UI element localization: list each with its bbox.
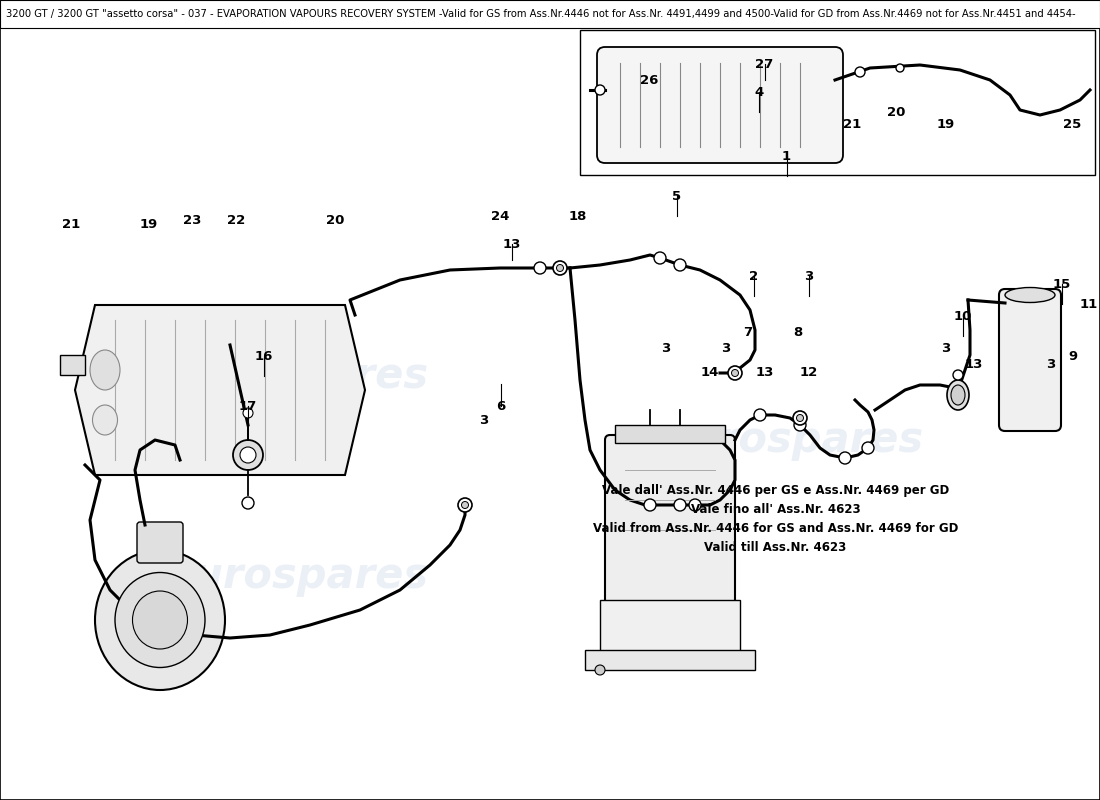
Ellipse shape [896,64,904,72]
Text: 13: 13 [756,366,773,378]
Text: 22: 22 [228,214,245,226]
Text: 3200 GT / 3200 GT "assetto corsa" - 037 - EVAPORATION VAPOURS RECOVERY SYSTEM -V: 3200 GT / 3200 GT "assetto corsa" - 037 … [6,9,1076,19]
Text: 21: 21 [844,118,861,130]
Text: 3: 3 [804,270,813,282]
PathPatch shape [75,305,365,475]
Ellipse shape [674,259,686,271]
Bar [60,355,85,375]
Text: 2: 2 [749,270,758,282]
Ellipse shape [732,370,738,377]
Text: 15: 15 [1053,278,1070,290]
Ellipse shape [754,409,766,421]
Text: 26: 26 [640,74,658,86]
Bar [600,600,740,655]
Ellipse shape [862,442,874,454]
Ellipse shape [462,502,469,509]
Ellipse shape [116,573,205,667]
FancyBboxPatch shape [138,522,183,563]
Text: 25: 25 [1064,118,1081,130]
Text: 3: 3 [661,342,670,354]
Ellipse shape [458,498,472,512]
Ellipse shape [674,499,686,511]
Ellipse shape [90,350,120,390]
Text: 19: 19 [937,118,955,130]
Text: 5: 5 [672,190,681,202]
Ellipse shape [92,405,118,435]
Ellipse shape [644,499,656,511]
Bar [615,425,725,443]
Ellipse shape [132,591,187,649]
Ellipse shape [654,252,666,264]
Text: 3: 3 [1046,358,1055,370]
Ellipse shape [243,408,253,418]
FancyBboxPatch shape [597,47,843,163]
Bar [580,30,1094,175]
Text: 20: 20 [888,106,905,118]
Text: 9: 9 [1068,350,1077,362]
Ellipse shape [689,499,701,511]
Text: 14: 14 [701,366,718,378]
FancyBboxPatch shape [999,289,1062,431]
Text: eurospares: eurospares [165,555,429,597]
Ellipse shape [855,67,865,77]
Text: 13: 13 [503,238,520,250]
Ellipse shape [1005,287,1055,302]
Ellipse shape [553,261,566,275]
Text: 18: 18 [569,210,586,222]
Text: 24: 24 [492,210,509,222]
Ellipse shape [728,366,743,380]
Ellipse shape [240,447,256,463]
Ellipse shape [233,440,263,470]
Text: 3: 3 [480,414,488,426]
Text: 6: 6 [496,400,505,413]
Text: 3: 3 [722,342,730,354]
Ellipse shape [95,550,226,690]
Ellipse shape [796,414,803,422]
Text: 20: 20 [327,214,344,226]
Text: 17: 17 [239,400,256,413]
Text: 1: 1 [782,150,791,162]
Text: 4: 4 [755,86,763,98]
Ellipse shape [952,385,965,405]
Ellipse shape [595,665,605,675]
Text: 21: 21 [63,218,80,230]
Text: 27: 27 [756,58,773,70]
Ellipse shape [793,411,807,425]
Ellipse shape [947,380,969,410]
Text: 10: 10 [954,310,971,322]
Text: 12: 12 [800,366,817,378]
Text: 13: 13 [965,358,982,370]
Text: 11: 11 [1080,298,1098,310]
Text: 19: 19 [140,218,157,230]
Ellipse shape [242,497,254,509]
Text: Vale dall' Ass.Nr. 4446 per GS e Ass.Nr. 4469 per GD
Vale fino all' Ass.Nr. 4623: Vale dall' Ass.Nr. 4446 per GS e Ass.Nr.… [593,484,958,554]
Ellipse shape [953,370,962,380]
Text: 7: 7 [744,326,752,338]
Ellipse shape [557,265,563,271]
Ellipse shape [839,452,851,464]
FancyBboxPatch shape [605,435,735,605]
Text: 3: 3 [942,342,950,354]
Text: 23: 23 [184,214,201,226]
Text: 16: 16 [255,350,273,362]
Bar [585,650,755,670]
Text: eurospares: eurospares [165,355,429,397]
Text: 8: 8 [793,326,802,338]
Ellipse shape [534,262,546,274]
Ellipse shape [595,85,605,95]
Bar [0,0,1100,28]
Ellipse shape [794,419,806,431]
Text: eurospares: eurospares [660,419,924,461]
